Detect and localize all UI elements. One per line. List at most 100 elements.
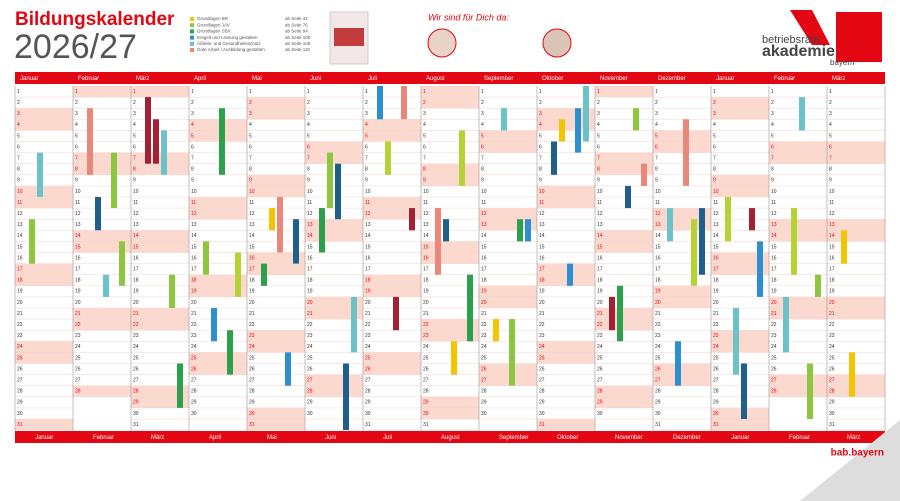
day-number: 25	[423, 355, 429, 361]
day-number: 22	[713, 322, 719, 328]
day-number: 15	[771, 244, 777, 250]
day-number: 12	[17, 211, 23, 217]
day-number: 1	[655, 89, 658, 95]
weekend-cell	[595, 396, 653, 408]
day-number: 30	[249, 411, 255, 417]
weekend-cell	[537, 108, 595, 120]
day-number: 3	[249, 111, 252, 117]
course-bar	[517, 219, 523, 242]
course-bar	[683, 119, 689, 186]
day-number: 30	[423, 411, 429, 417]
day-number: 17	[655, 266, 661, 272]
course-bar	[467, 274, 473, 342]
day-number: 4	[423, 122, 426, 128]
day-number: 11	[713, 200, 718, 206]
weekend-cell	[479, 208, 537, 220]
day-number: 25	[655, 355, 661, 361]
weekend-cell	[827, 308, 885, 320]
weekend-cell	[711, 330, 769, 342]
course-bar	[459, 130, 465, 186]
day-number: 12	[249, 211, 255, 217]
legend-swatch	[190, 23, 194, 28]
day-number: 23	[17, 333, 23, 339]
day-number: 21	[423, 311, 429, 317]
month-label: November	[615, 435, 643, 441]
day-number: 11	[481, 200, 486, 206]
day-number: 21	[481, 311, 487, 317]
day-number: 17	[249, 266, 255, 272]
day-number: 29	[597, 400, 603, 406]
day-number: 24	[133, 344, 139, 350]
course-bar	[161, 130, 167, 175]
logo-line: akademie	[762, 43, 835, 60]
weekend-cell	[479, 141, 537, 153]
day-number: 22	[539, 322, 545, 328]
day-number: 29	[423, 400, 429, 406]
day-number: 19	[75, 289, 81, 295]
day-number: 4	[539, 122, 542, 128]
day-number: 7	[249, 155, 252, 161]
day-number: 5	[423, 133, 426, 139]
day-number: 23	[829, 333, 835, 339]
legend-pages: ab Seite 108	[285, 41, 311, 46]
day-number: 21	[597, 311, 603, 317]
day-number: 2	[365, 100, 368, 106]
weekend-cell	[247, 407, 305, 419]
weekend-cell	[421, 86, 479, 98]
day-number: 5	[365, 133, 368, 139]
course-bar	[783, 296, 789, 353]
weekend-cell	[479, 296, 537, 308]
course-bar	[443, 219, 449, 242]
course-bar	[559, 119, 565, 142]
year: 2026/27	[14, 28, 137, 66]
day-number: 31	[249, 422, 255, 428]
day-number: 2	[17, 100, 20, 106]
legend-swatch	[190, 41, 194, 46]
weekend-cell	[479, 363, 537, 375]
month-footer	[189, 431, 247, 443]
day-number: 15	[423, 244, 429, 250]
day-number: 3	[829, 111, 832, 117]
day-number: 30	[829, 411, 835, 417]
day-number: 15	[713, 244, 719, 250]
day-number: 4	[481, 122, 484, 128]
day-number: 4	[655, 122, 658, 128]
day-number: 21	[17, 311, 23, 317]
day-number: 23	[249, 333, 255, 339]
day-number: 19	[307, 289, 313, 295]
day-number: 22	[481, 322, 487, 328]
day-number: 13	[17, 222, 23, 228]
day-number: 7	[597, 155, 600, 161]
day-number: 27	[133, 377, 139, 383]
day-number: 24	[655, 344, 661, 350]
weekend-cell	[711, 174, 769, 186]
day-number: 16	[133, 255, 139, 261]
day-number: 18	[191, 278, 197, 284]
weekend-cell	[15, 352, 73, 364]
weekend-cell	[769, 385, 827, 397]
contact-photo	[427, 28, 457, 58]
legend-label: Arbeits- und Gesundheitsschutz	[197, 41, 262, 46]
day-number: 17	[365, 266, 371, 272]
day-number: 12	[365, 211, 371, 217]
day-number: 18	[771, 278, 777, 284]
course-bar	[551, 141, 557, 175]
course-bar	[791, 208, 797, 275]
day-number: 9	[829, 178, 832, 184]
day-number: 28	[75, 389, 81, 395]
day-number: 15	[597, 244, 603, 250]
day-number: 20	[133, 300, 139, 306]
day-number: 14	[771, 233, 777, 239]
day-number: 4	[307, 122, 310, 128]
weekend-cell	[15, 419, 73, 431]
day-number: 4	[191, 122, 194, 128]
weekend-cell	[131, 241, 189, 253]
day-number: 6	[17, 144, 20, 150]
month-label: September	[484, 76, 513, 82]
day-number: 27	[191, 377, 197, 383]
day-number: 21	[249, 311, 255, 317]
month-footer	[595, 431, 653, 443]
contact-heading: Wir sind für Dich da:	[428, 12, 509, 22]
legend-pages: ab Seite 118	[285, 47, 310, 52]
weekend-cell	[769, 141, 827, 153]
